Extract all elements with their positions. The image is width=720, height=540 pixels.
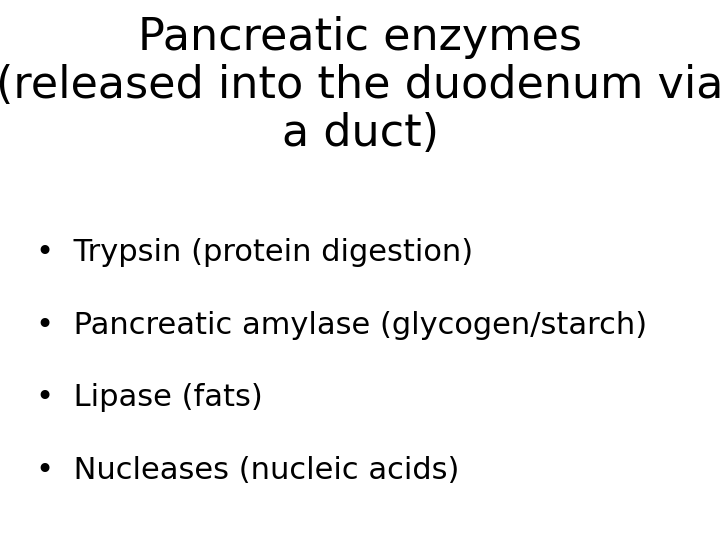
Text: •  Nucleases (nucleic acids): • Nucleases (nucleic acids) (36, 456, 459, 485)
Text: •  Pancreatic amylase (glycogen/starch): • Pancreatic amylase (glycogen/starch) (36, 310, 647, 340)
Text: •  Lipase (fats): • Lipase (fats) (36, 383, 263, 413)
Text: Pancreatic enzymes
(released into the duodenum via
a duct): Pancreatic enzymes (released into the du… (0, 16, 720, 156)
Text: •  Trypsin (protein digestion): • Trypsin (protein digestion) (36, 238, 473, 267)
